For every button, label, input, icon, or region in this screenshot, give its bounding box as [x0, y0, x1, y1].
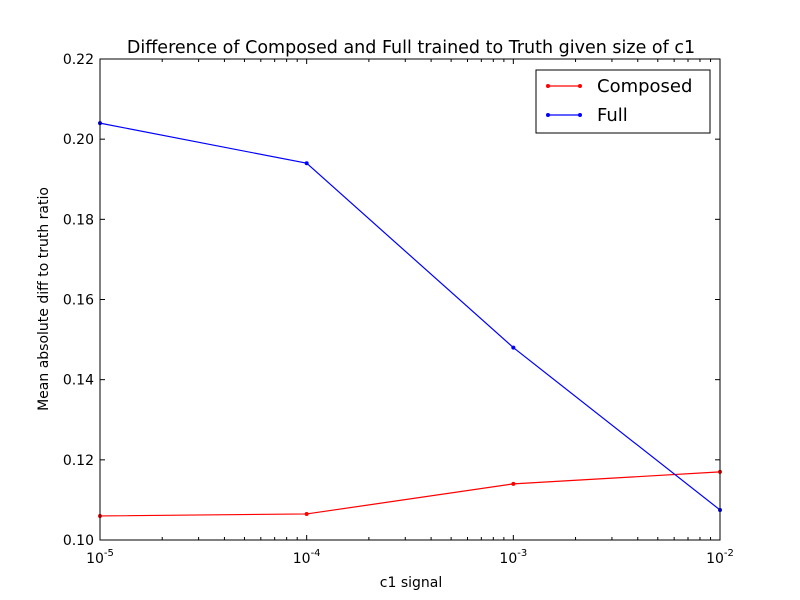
series-layer — [98, 121, 722, 518]
y-tick-label: 0.22 — [63, 52, 94, 68]
data-point-full — [511, 345, 516, 350]
y-axis-label: Mean absolute diff to truth ratio — [36, 187, 52, 411]
data-point-composed — [511, 481, 516, 486]
legend: Composed Full — [535, 69, 711, 134]
legend-label-full: Full — [597, 105, 628, 126]
legend-item-composed: Composed — [546, 76, 692, 97]
y-tick-label: 0.18 — [63, 212, 94, 228]
legend-box — [535, 69, 711, 134]
y-tick-label: 0.10 — [63, 533, 94, 549]
x-axis-label: c1 signal — [380, 575, 442, 591]
y-tick-label: 0.14 — [63, 373, 94, 389]
y-tick-label: 0.12 — [63, 453, 94, 469]
legend-marker-composed — [578, 84, 582, 88]
data-point-composed — [304, 511, 309, 516]
x-tick-label: 10-2 — [706, 548, 734, 567]
legend-marker-full — [578, 113, 582, 117]
x-tick-label: 10-3 — [499, 548, 527, 567]
chart-title: Difference of Composed and Full trained … — [127, 38, 695, 58]
legend-label-composed: Composed — [597, 76, 692, 97]
series-line-composed — [99, 471, 721, 517]
legend-item-full: Full — [546, 105, 628, 126]
plot-frame — [99, 58, 721, 541]
x-tick-label: 10-4 — [293, 548, 321, 567]
data-point-full — [304, 161, 309, 166]
y-tick-label: 0.16 — [63, 293, 94, 309]
series-line-full — [99, 122, 721, 511]
x-tick-label: 10-5 — [86, 548, 114, 567]
legend-marker-composed — [546, 84, 550, 88]
legend-marker-full — [546, 113, 550, 117]
y-tick-label: 0.20 — [63, 132, 94, 148]
